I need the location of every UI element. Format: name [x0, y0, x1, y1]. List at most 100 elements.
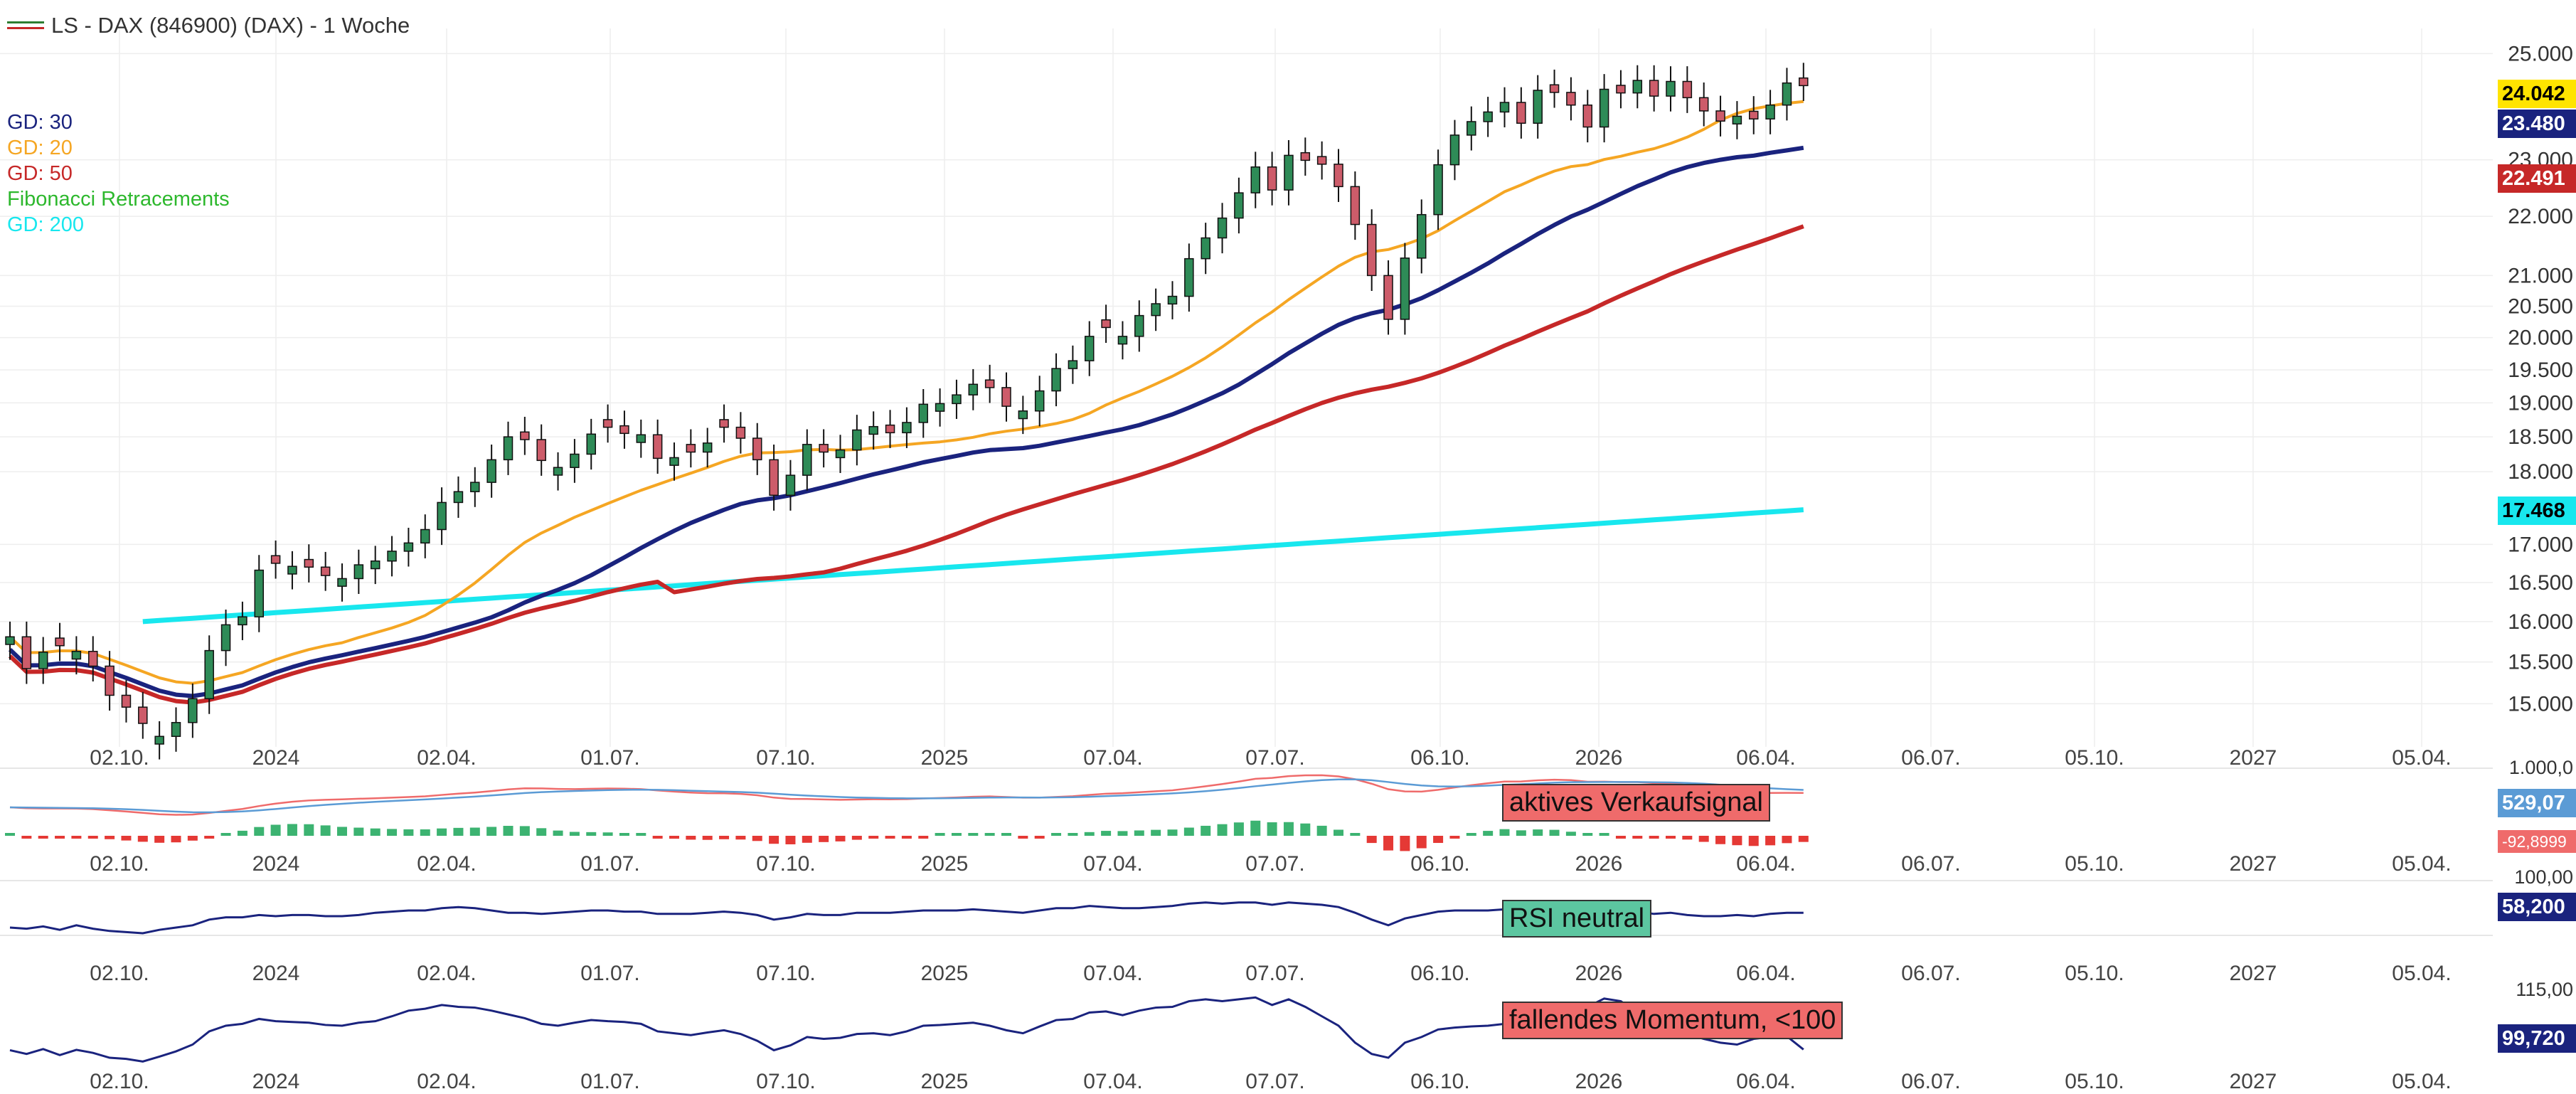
candle	[835, 435, 846, 473]
momentum-panel[interactable]: 115,00	[9, 979, 2573, 1063]
candle-body	[1765, 104, 1775, 120]
time-tick-label: 07.10.	[756, 962, 815, 985]
price-tick-label: 16.500	[2508, 571, 2573, 595]
macd-histogram-bar	[1316, 825, 1327, 836]
candle-body	[1234, 192, 1244, 219]
macd-histogram-bar	[1267, 822, 1277, 836]
candle	[536, 424, 546, 476]
macd-histogram-bar	[1068, 833, 1078, 836]
candle	[1134, 300, 1144, 352]
time-tick-label: 05.04.	[2392, 1070, 2451, 1093]
candle	[21, 621, 32, 684]
price-tick-label: 15.500	[2508, 651, 2573, 674]
price-tick-label: 25.000	[2508, 42, 2573, 65]
macd-histogram-bar	[1698, 836, 1709, 842]
macd-histogram-bar	[1449, 836, 1460, 839]
candle	[254, 555, 264, 632]
candle-body	[1566, 92, 1576, 106]
candle-body	[1400, 257, 1410, 320]
time-tick-label: 02.10.	[90, 962, 149, 985]
time-tick-label: 06.10.	[1410, 746, 1469, 770]
candle-body	[1151, 303, 1161, 317]
candle	[1316, 141, 1327, 180]
macd-histogram-bar	[220, 833, 231, 836]
candle	[5, 621, 15, 660]
macd-histogram-bar	[1732, 836, 1742, 846]
candle	[437, 487, 447, 546]
candlestick-series[interactable]	[5, 63, 1809, 760]
candle-body	[1366, 223, 1377, 277]
candle	[1698, 82, 1709, 127]
macd-histogram-bar	[785, 836, 796, 844]
price-tick-label: 20.500	[2508, 294, 2573, 318]
macd-panel[interactable]: 1.000,0	[0, 757, 2573, 851]
time-tick-label: 2025	[921, 852, 969, 876]
candle-body	[270, 555, 281, 564]
candle	[652, 419, 663, 474]
candle	[802, 429, 812, 491]
macd-histogram-bar	[387, 829, 398, 836]
ma20-line-layer	[9, 100, 1804, 685]
candle-body	[320, 566, 331, 576]
candle	[1749, 96, 1759, 134]
candle-body	[586, 433, 596, 455]
candle	[353, 549, 364, 595]
macd-histogram-bar	[1549, 829, 1560, 836]
legend-gd30[interactable]: GD: 30	[7, 111, 73, 134]
price-tick-label: 15.000	[2508, 692, 2573, 716]
candle	[387, 536, 397, 577]
legend-gd200[interactable]: GD: 200	[7, 213, 84, 236]
candle-body	[1549, 84, 1560, 93]
macd-histogram-bar	[270, 824, 281, 836]
chart-grid	[0, 28, 2493, 747]
price-tick-label: 19.500	[2508, 359, 2573, 382]
time-tick-label: 05.04.	[2392, 852, 2451, 876]
candle	[1449, 120, 1460, 181]
time-tick-label: 01.07.	[580, 1070, 639, 1093]
candle-body	[785, 474, 796, 496]
candle-body	[1184, 257, 1194, 297]
candle-body	[1018, 410, 1028, 420]
candle-body	[1383, 275, 1393, 320]
macd-histogram-bar	[38, 836, 48, 839]
time-tick-label: 06.04.	[1736, 1070, 1795, 1093]
time-tick-label: 2027	[2230, 1070, 2277, 1093]
candle-body	[636, 434, 646, 443]
candle	[1649, 65, 1659, 112]
time-tick-label: 05.10.	[2065, 852, 2124, 876]
macd-histogram-bar	[1250, 820, 1261, 836]
candle	[1167, 281, 1178, 319]
macd-histogram-bar	[819, 836, 829, 842]
candle-body	[138, 706, 148, 724]
macd-histogram-bar	[21, 836, 32, 839]
time-tick-label: 06.04.	[1736, 962, 1795, 985]
candle-body	[619, 425, 629, 435]
rsi-panel[interactable]: 100,00	[0, 866, 2573, 936]
candle	[320, 551, 331, 591]
macd-histogram-bar	[1134, 830, 1144, 836]
candle-body	[1134, 314, 1144, 337]
candle-body	[121, 694, 132, 708]
candle-body	[105, 665, 115, 696]
legend-gd50[interactable]: GD: 50	[7, 162, 73, 185]
candle-body	[1632, 80, 1643, 94]
macd-histogram-bar	[105, 836, 115, 839]
candle-body	[1533, 90, 1543, 124]
legend-gd20[interactable]: GD: 20	[7, 137, 73, 159]
time-tick-label: 05.10.	[2065, 746, 2124, 770]
macd-histogram-bar	[204, 836, 215, 839]
macd-histogram-bar	[1715, 836, 1726, 844]
time-tick-label: 06.04.	[1736, 852, 1795, 876]
candle-body	[652, 434, 663, 460]
candle	[1549, 69, 1560, 108]
macd-histogram-bar	[702, 836, 713, 840]
legend-fibonacci[interactable]: Fibonacci Retracements	[7, 188, 230, 211]
macd-histogram-bar	[453, 827, 464, 836]
candle-body	[287, 565, 297, 575]
candle-body	[802, 444, 812, 476]
candle	[1151, 288, 1161, 331]
macd-histogram-bar	[1201, 825, 1211, 836]
candle	[1284, 140, 1294, 206]
macd-histogram-bar	[636, 833, 646, 836]
